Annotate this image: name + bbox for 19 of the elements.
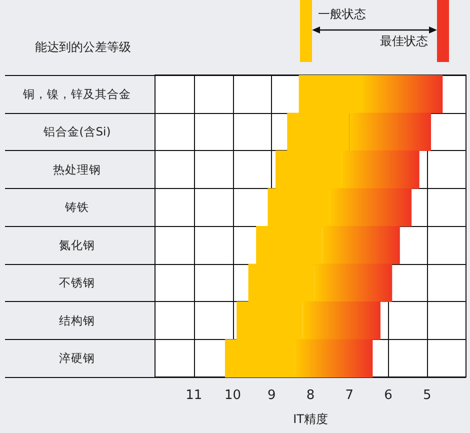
- x-tick-label: 10: [224, 388, 242, 403]
- x-axis-title: IT精度: [293, 412, 328, 426]
- x-tick-label: 9: [267, 388, 276, 403]
- y-tick-label: 淬硬钢: [59, 351, 95, 366]
- chart-title: 能达到的公差等级: [35, 40, 131, 54]
- x-tick-label: 11: [186, 388, 202, 403]
- x-tick-label: 6: [384, 388, 392, 403]
- x-tick-label: 8: [306, 388, 315, 403]
- text: 一般状态: [318, 6, 366, 23]
- legend-label: 最佳状态: [380, 33, 428, 50]
- y-tick-label: 氮化钢: [59, 238, 95, 252]
- x-tick-label: 7: [345, 388, 354, 403]
- y-tick-label: 铜，镍，锌及其合金: [22, 86, 131, 101]
- y-tick-label: 铝合金(含Si): [42, 124, 111, 139]
- y-tick-label: 结构钢: [59, 313, 95, 328]
- y-tick-label: 不锈钢: [59, 276, 95, 290]
- y-tick-label: 热处理钢: [53, 162, 101, 176]
- x-tick-label: 5: [422, 388, 432, 403]
- y-tick-label: 铸铁: [64, 200, 89, 214]
